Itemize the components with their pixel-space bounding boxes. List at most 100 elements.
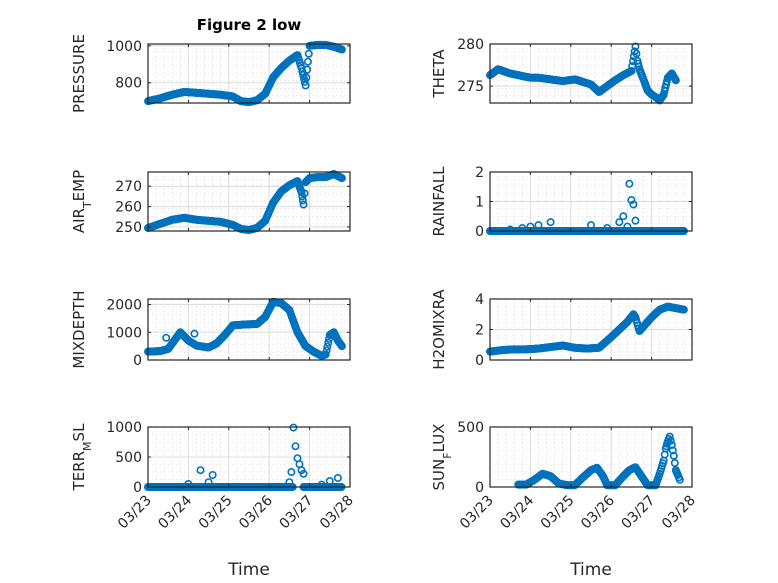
y-tick-label: 1 bbox=[475, 195, 484, 211]
data-point bbox=[671, 76, 680, 85]
data-point bbox=[322, 346, 331, 355]
subplot-pressure: 800 1000 PRESSURE bbox=[70, 34, 351, 113]
y-tick-label: 250 bbox=[115, 220, 142, 236]
x-tick-label: 03/25 bbox=[538, 493, 578, 533]
x-axis-label: Time bbox=[569, 560, 612, 580]
data-point bbox=[534, 221, 543, 230]
data-point bbox=[615, 218, 624, 227]
axes-box bbox=[147, 298, 351, 361]
minor-grid bbox=[148, 44, 350, 103]
data-point bbox=[317, 480, 326, 489]
data-point bbox=[623, 222, 632, 231]
data-point bbox=[291, 442, 300, 451]
data-point bbox=[665, 432, 674, 441]
y-axis-label: H2OMIXRA bbox=[430, 289, 448, 370]
data-point bbox=[333, 473, 342, 482]
series-pressure bbox=[144, 40, 346, 107]
data-point bbox=[669, 451, 678, 460]
data-point bbox=[208, 470, 217, 479]
data-point bbox=[301, 81, 310, 90]
data-point bbox=[632, 49, 641, 58]
x-tick-label: 03/27 bbox=[277, 493, 317, 533]
subplot-theta: 275 280 THETA bbox=[430, 37, 693, 105]
axes-box bbox=[147, 171, 351, 232]
series-h2omixra bbox=[486, 302, 688, 356]
data-point bbox=[302, 73, 311, 82]
data-point bbox=[196, 466, 205, 475]
y-tick-label: 270 bbox=[115, 179, 142, 195]
series-theta bbox=[486, 42, 680, 105]
data-point bbox=[303, 57, 312, 66]
y-tick-label: 0 bbox=[133, 480, 142, 496]
data-point bbox=[679, 305, 688, 314]
x-tick-label: 03/23 bbox=[457, 493, 497, 533]
data-point bbox=[289, 423, 298, 432]
data-point bbox=[324, 338, 333, 347]
y-axis-label: AIRTEMP bbox=[70, 170, 94, 233]
subplot-sun_flux: 0 500 03/23 03/24 03/25 03/26 03/27 03/28 SUNFLU… bbox=[430, 420, 699, 580]
data-point bbox=[287, 467, 296, 476]
data-point bbox=[304, 49, 313, 58]
y-tick-label: 1000 bbox=[106, 39, 142, 55]
y-tick-label: 0 bbox=[133, 353, 142, 369]
subplot-rainfall: 0 1 2 RAINFALL bbox=[430, 165, 693, 240]
y-tick-label: 0 bbox=[475, 224, 484, 240]
data-point bbox=[627, 196, 636, 205]
data-point bbox=[675, 475, 684, 484]
data-point bbox=[299, 200, 308, 209]
x-axis-label: Time bbox=[227, 560, 270, 580]
data-point bbox=[300, 189, 309, 198]
axes-box bbox=[489, 426, 693, 488]
x-tick-label: 03/26 bbox=[236, 492, 276, 532]
data-point bbox=[303, 65, 312, 74]
x-tick-label: 03/25 bbox=[196, 493, 236, 533]
subplot-air_temp: 250 260 270 AIRTEMP bbox=[70, 170, 351, 236]
minor-grid bbox=[148, 172, 350, 231]
subplot-h2omixra: 0 2 4 H2OMIXRA bbox=[430, 289, 693, 370]
figure-title: Figure 2 low bbox=[197, 16, 302, 34]
data-point bbox=[162, 333, 171, 342]
data-point bbox=[204, 478, 213, 487]
data-point bbox=[299, 469, 308, 478]
y-tick-label: 1000 bbox=[106, 325, 142, 341]
data-point bbox=[506, 225, 515, 234]
x-tick-label: 03/28 bbox=[659, 493, 699, 533]
y-axis-label: THETA bbox=[430, 49, 448, 99]
data-point bbox=[190, 329, 199, 338]
y-axis-label: TERRMSL bbox=[70, 423, 94, 492]
y-axis-label: SUNFLUX bbox=[430, 424, 454, 491]
x-tick-label: 03/23 bbox=[115, 493, 155, 533]
y-tick-label: 500 bbox=[115, 450, 142, 466]
y-axis-label: MIXDEPTH bbox=[70, 290, 88, 368]
axes-box bbox=[489, 43, 693, 104]
data-point bbox=[285, 478, 294, 487]
x-tick-label: 03/24 bbox=[497, 492, 537, 532]
data-point bbox=[298, 67, 307, 76]
data-point bbox=[619, 212, 628, 221]
y-tick-label: 0 bbox=[475, 480, 484, 496]
data-point bbox=[667, 440, 676, 449]
data-point bbox=[586, 221, 595, 230]
x-tick-label: 03/26 bbox=[578, 492, 618, 532]
data-point bbox=[631, 42, 640, 51]
data-point bbox=[670, 458, 679, 467]
y-tick-label: 280 bbox=[457, 37, 484, 53]
data-point bbox=[546, 218, 555, 227]
y-tick-label: 2000 bbox=[106, 298, 142, 314]
subplot-mixdepth: 0 1000 2000 MIXDEPTH bbox=[70, 290, 351, 369]
data-point bbox=[666, 436, 675, 445]
data-point bbox=[325, 476, 334, 485]
data-point bbox=[668, 446, 677, 455]
y-axis-label: PRESSURE bbox=[70, 34, 88, 113]
y-tick-label: 2 bbox=[475, 323, 484, 339]
y-tick-label: 1000 bbox=[106, 420, 142, 436]
x-tick-label: 03/28 bbox=[317, 493, 357, 533]
y-tick-label: 275 bbox=[457, 79, 484, 95]
data-point bbox=[625, 179, 634, 188]
y-tick-label: 4 bbox=[475, 292, 484, 308]
series-air_temp bbox=[144, 170, 346, 234]
series-mixdepth bbox=[144, 297, 346, 360]
x-tick-label: 03/27 bbox=[619, 493, 659, 533]
y-tick-label: 0 bbox=[475, 353, 484, 369]
